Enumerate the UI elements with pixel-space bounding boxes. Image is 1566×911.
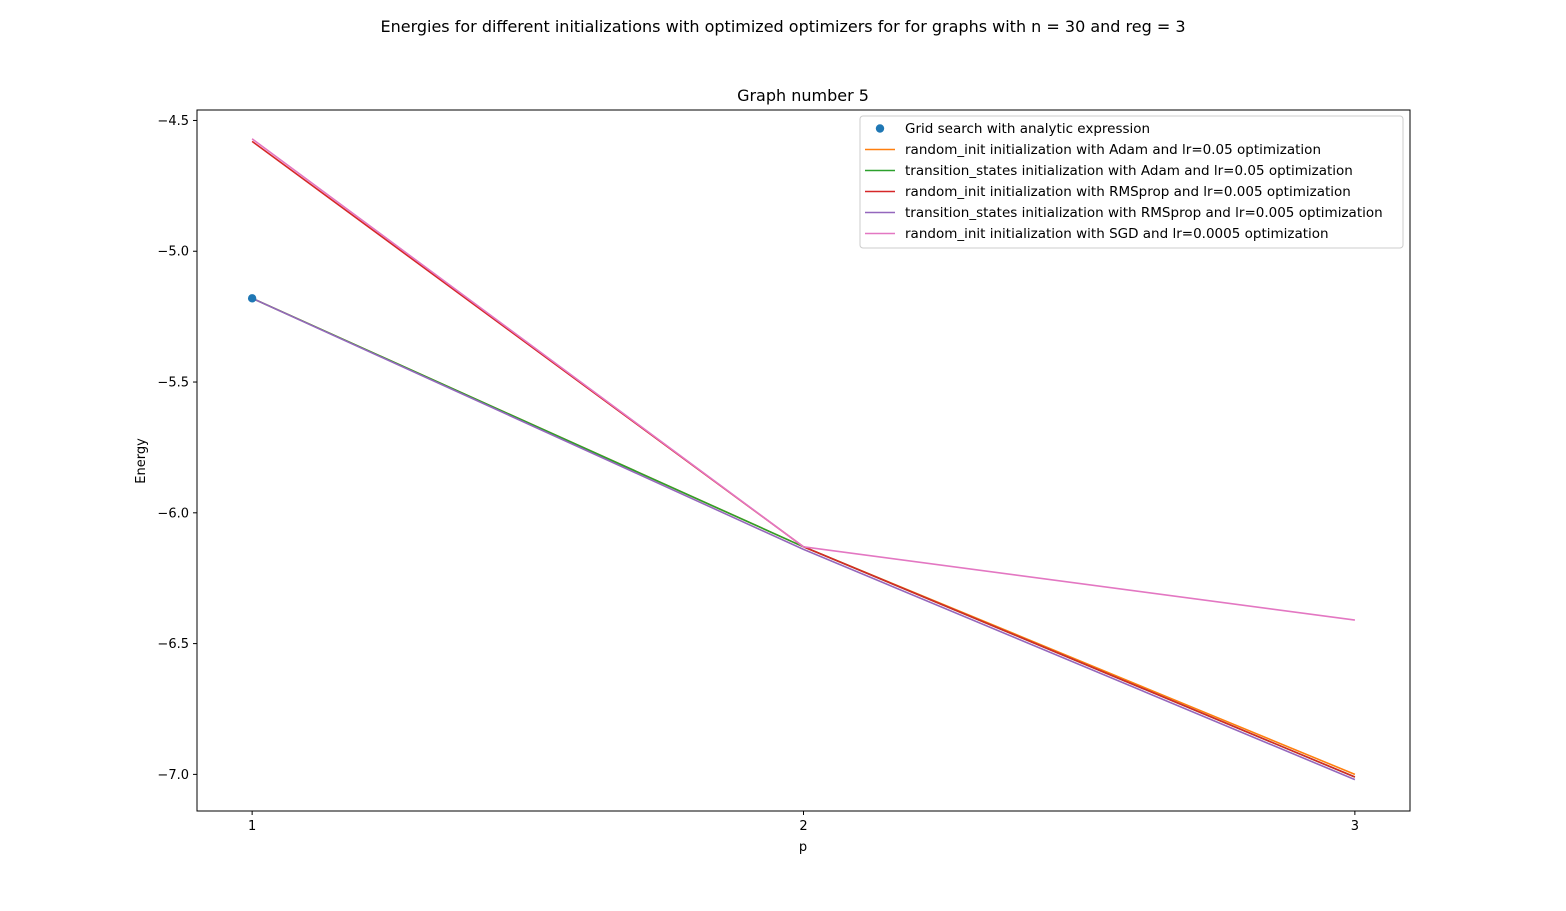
y-axis: −4.5 −5.0 −5.5 −6.0 −6.5 −7.0 — [157, 114, 197, 783]
x-axis-label: p — [799, 840, 807, 855]
legend-label: random_init initialization with RMSprop … — [905, 184, 1351, 200]
y-axis-label: Energy — [134, 438, 149, 484]
legend-marker — [875, 124, 885, 133]
series-line-5 — [251, 138, 1356, 621]
legend-label: transition_states initialization with RM… — [905, 205, 1383, 221]
series-line-2 — [251, 297, 1356, 778]
axes-title: Graph number 5 — [737, 86, 869, 105]
y-tick-label: −6.0 — [157, 506, 189, 521]
y-tick-label: −5.0 — [157, 245, 189, 260]
x-axis: 1 2 3 — [248, 811, 1359, 834]
series-line-4 — [251, 297, 1356, 781]
legend-label: random_init initialization with SGD and … — [905, 226, 1329, 242]
legend: Grid search with analytic expression rand… — [859, 115, 1404, 249]
x-tick-label: 2 — [799, 819, 807, 834]
y-tick-label: −4.5 — [157, 114, 189, 129]
scatter-point — [247, 294, 257, 303]
figure-suptitle: Energies for different initializations w… — [380, 17, 1185, 36]
legend-label: Grid search with analytic expression — [905, 121, 1150, 137]
x-tick-label: 1 — [248, 819, 256, 834]
x-tick-label: 3 — [1351, 819, 1359, 834]
legend-label: transition_states initialization with Ad… — [905, 163, 1353, 179]
y-tick-label: −7.0 — [157, 768, 189, 783]
y-tick-label: −5.5 — [157, 376, 189, 391]
series-line-1 — [251, 297, 1356, 776]
y-tick-label: −6.5 — [157, 637, 189, 652]
legend-box — [859, 115, 1404, 249]
legend-label: random_init initialization with Adam and… — [905, 142, 1321, 158]
plot-area — [247, 138, 1356, 781]
